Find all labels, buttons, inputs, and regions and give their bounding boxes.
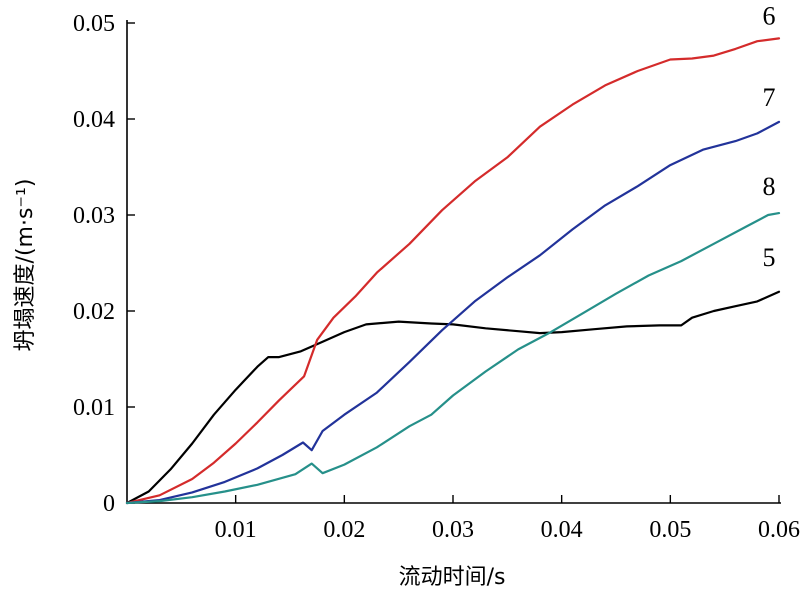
series-line-6 bbox=[125, 37, 781, 505]
series-line-5 bbox=[125, 290, 781, 505]
y-tick-label: 0.03 bbox=[73, 203, 115, 229]
plot-lines bbox=[125, 37, 781, 505]
labels: 5 6 7 8 bbox=[763, 1, 776, 271]
x-tick-label: 0.05 bbox=[649, 517, 691, 543]
axes bbox=[126, 20, 781, 504]
series-line-7 bbox=[125, 120, 781, 505]
ticks: 0 0.01 0.02 0.03 0.04 0.05 0.01 0.02 0.03 0.04 0.0… bbox=[73, 11, 800, 543]
y-axis-title: 坍塌速度/(m·s⁻¹) bbox=[13, 179, 38, 352]
y-tick-label: 0.02 bbox=[73, 299, 115, 325]
x-tick-label: 0.02 bbox=[323, 517, 365, 543]
x-tick-label: 0.01 bbox=[215, 517, 257, 543]
x-axis-title: 流动时间/s bbox=[399, 565, 506, 590]
series-label-5: 5 bbox=[763, 243, 776, 272]
x-tick-label: 0.06 bbox=[758, 517, 800, 543]
y-tick-label: 0.04 bbox=[73, 107, 115, 133]
series-line-8 bbox=[125, 212, 781, 505]
y-tick-label: 0 bbox=[103, 491, 115, 517]
series-label-8: 8 bbox=[763, 172, 776, 201]
y-tick-label: 0.05 bbox=[73, 11, 115, 37]
series-label-7: 7 bbox=[763, 83, 776, 112]
x-tick-label: 0.04 bbox=[541, 517, 583, 543]
series-label-6: 6 bbox=[763, 1, 776, 30]
x-tick-label: 0.03 bbox=[432, 517, 474, 543]
y-tick-label: 0.01 bbox=[73, 395, 115, 421]
